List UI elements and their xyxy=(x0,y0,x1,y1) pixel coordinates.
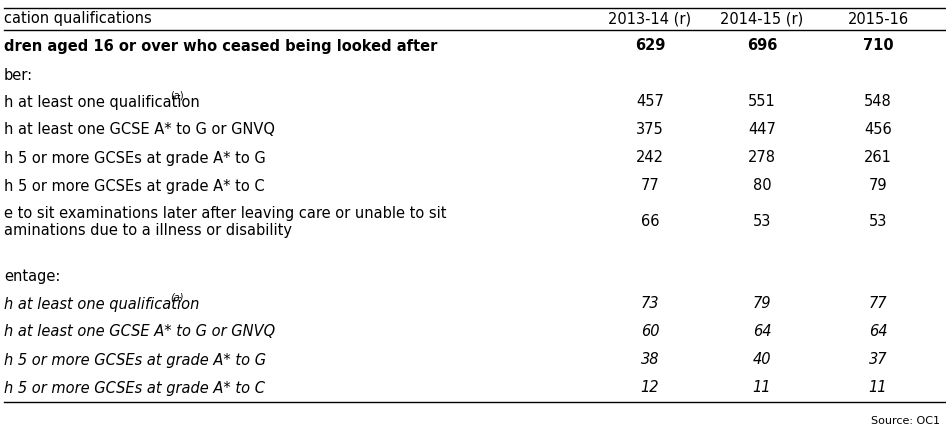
Text: (a): (a) xyxy=(169,292,184,302)
Text: 40: 40 xyxy=(753,353,771,368)
Text: cation qualifications: cation qualifications xyxy=(4,12,151,27)
Text: 79: 79 xyxy=(868,178,887,194)
Text: h 5 or more GCSEs at grade A* to C: h 5 or more GCSEs at grade A* to C xyxy=(4,178,265,194)
Text: 447: 447 xyxy=(748,123,776,138)
Text: 242: 242 xyxy=(636,150,664,166)
Text: 551: 551 xyxy=(748,95,776,110)
Text: 457: 457 xyxy=(636,95,664,110)
Text: ber:: ber: xyxy=(4,68,33,83)
Text: e to sit examinations later after leaving care or unable to sit
aminations due t: e to sit examinations later after leavin… xyxy=(4,206,447,238)
Text: 66: 66 xyxy=(640,215,659,230)
Text: h 5 or more GCSEs at grade A* to G: h 5 or more GCSEs at grade A* to G xyxy=(4,353,266,368)
Text: 456: 456 xyxy=(864,123,892,138)
Text: 2014-15 (r): 2014-15 (r) xyxy=(720,12,803,27)
Text: h at least one GCSE A* to G or GNVQ: h at least one GCSE A* to G or GNVQ xyxy=(4,325,275,340)
Text: 12: 12 xyxy=(640,381,659,396)
Text: 64: 64 xyxy=(753,325,771,340)
Text: 73: 73 xyxy=(640,297,659,311)
Text: 80: 80 xyxy=(753,178,771,194)
Text: 548: 548 xyxy=(864,95,892,110)
Text: entage:: entage: xyxy=(4,270,61,285)
Text: 375: 375 xyxy=(636,123,664,138)
Text: 60: 60 xyxy=(640,325,659,340)
Text: 696: 696 xyxy=(746,39,778,53)
Text: 278: 278 xyxy=(748,150,776,166)
Text: 53: 53 xyxy=(868,215,887,230)
Text: 261: 261 xyxy=(864,150,892,166)
Text: 11: 11 xyxy=(868,381,887,396)
Text: 2015-16: 2015-16 xyxy=(848,12,908,27)
Text: h at least one qualification: h at least one qualification xyxy=(4,95,200,110)
Text: 77: 77 xyxy=(640,178,659,194)
Text: 629: 629 xyxy=(635,39,665,53)
Text: 77: 77 xyxy=(868,297,887,311)
Text: h at least one qualification: h at least one qualification xyxy=(4,297,200,311)
Text: 53: 53 xyxy=(753,215,771,230)
Text: 710: 710 xyxy=(863,39,893,53)
Text: 79: 79 xyxy=(753,297,771,311)
Text: Source: OC1: Source: OC1 xyxy=(871,416,940,426)
Text: 38: 38 xyxy=(640,353,659,368)
Text: 11: 11 xyxy=(753,381,771,396)
Text: h 5 or more GCSEs at grade A* to G: h 5 or more GCSEs at grade A* to G xyxy=(4,150,266,166)
Text: h 5 or more GCSEs at grade A* to C: h 5 or more GCSEs at grade A* to C xyxy=(4,381,265,396)
Text: 2013-14 (r): 2013-14 (r) xyxy=(608,12,692,27)
Text: h at least one GCSE A* to G or GNVQ: h at least one GCSE A* to G or GNVQ xyxy=(4,123,275,138)
Text: 64: 64 xyxy=(868,325,887,340)
Text: dren aged 16 or over who ceased being looked after: dren aged 16 or over who ceased being lo… xyxy=(4,39,437,53)
Text: 37: 37 xyxy=(868,353,887,368)
Text: (a): (a) xyxy=(169,90,184,100)
